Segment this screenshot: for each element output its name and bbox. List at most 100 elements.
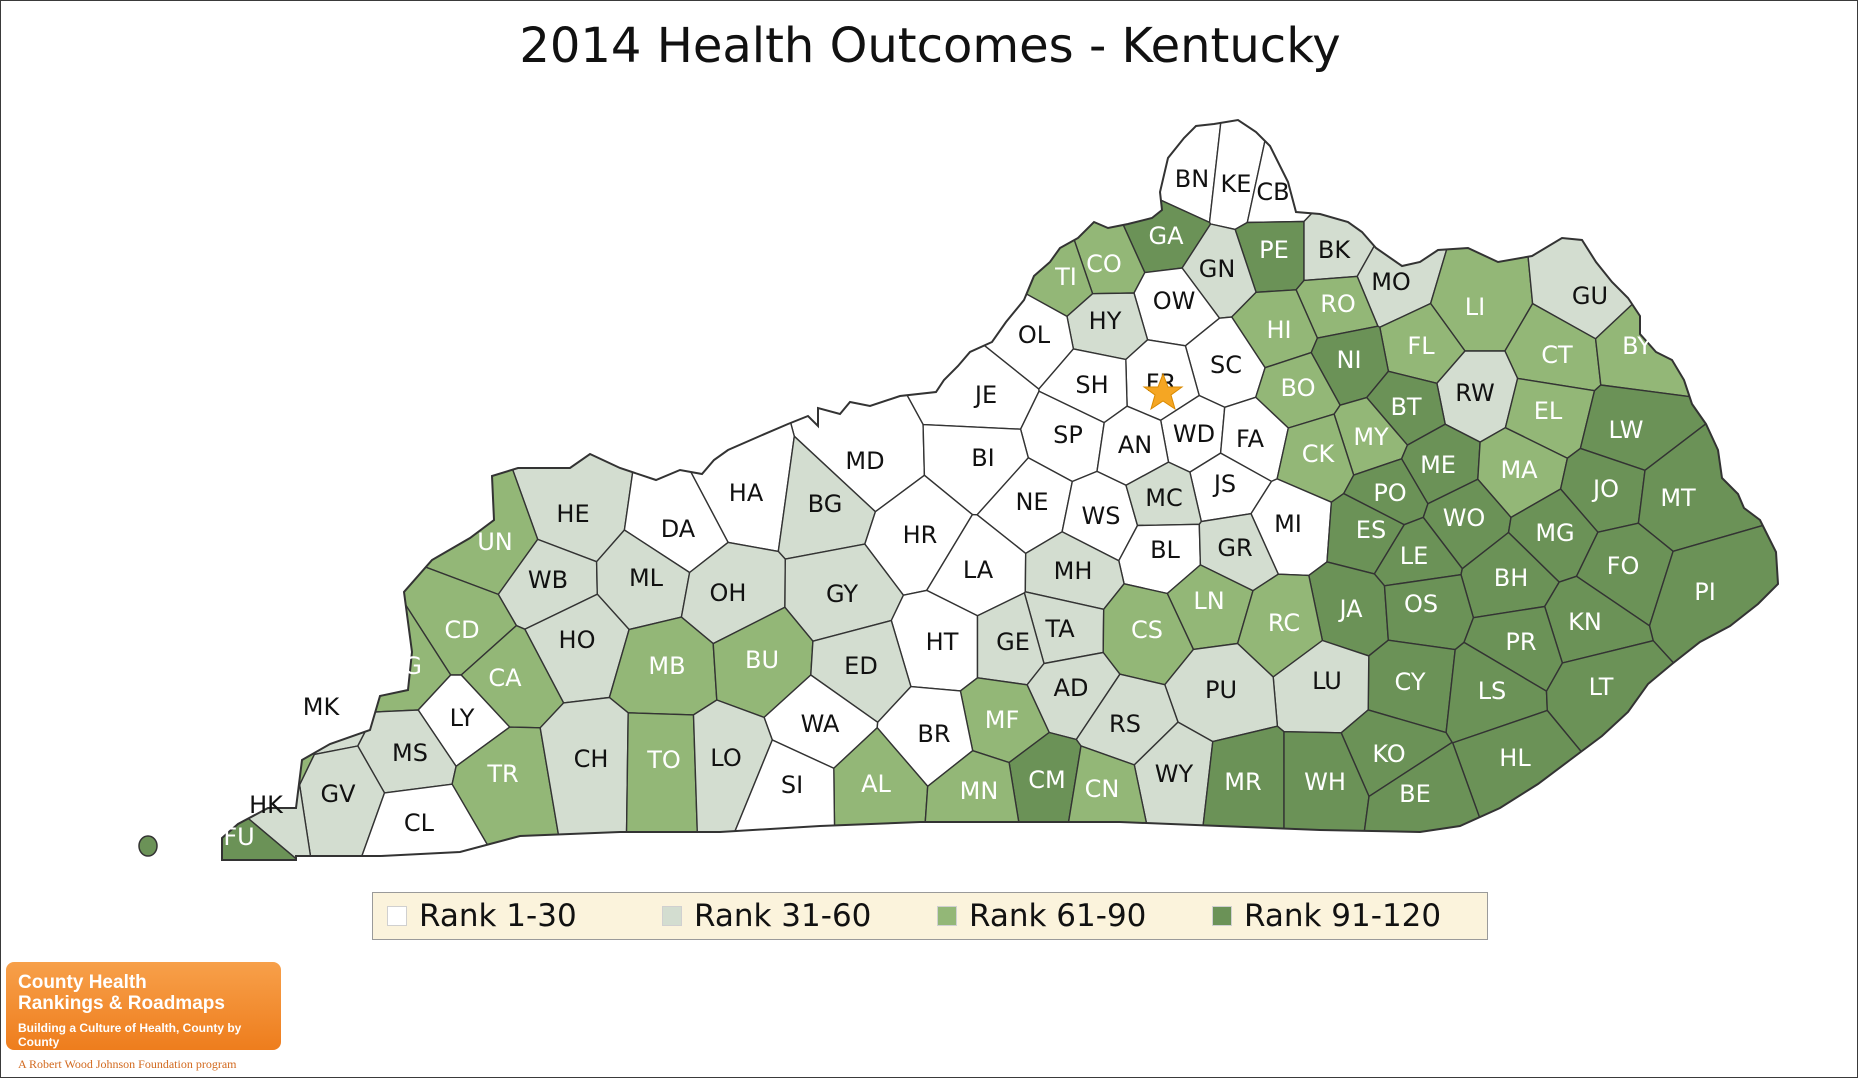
county-label-ch: CH [574,745,609,773]
county-label-rc: RC [1268,609,1300,637]
county-label-ml: ML [629,564,664,592]
county-shape-gv [298,745,386,860]
county-label-wa: WA [801,710,840,738]
logo-line-1: County Health [18,972,147,993]
county-label-md: MD [845,447,884,475]
county-shape-mk [288,551,377,756]
county-label-ly: LY [450,704,475,732]
logo-tagline: Building a Culture of Health, County by … [18,1021,242,1049]
county-label-cn: CN [1085,775,1120,803]
county-label-co: CO [1086,250,1122,278]
kentucky-state-outline [221,118,1780,861]
county-label-jo: JO [1591,475,1619,503]
county-label-gu: GU [1572,282,1608,310]
county-label-cd: CD [444,616,479,644]
county-label-lu: LU [1312,667,1342,695]
county-label-tr: TR [486,760,518,788]
county-label-la: LA [963,556,994,584]
county-label-ja: JA [1337,595,1363,623]
county-label-cl: CL [404,809,435,837]
county-label-hk: HK [249,791,284,819]
county-label-hi: HI [1266,316,1291,344]
county-label-my: MY [1353,423,1389,451]
county-label-pe: PE [1259,236,1289,264]
county-label-os: OS [1404,590,1438,618]
county-label-ms: MS [392,739,428,767]
county-label-an: AN [1118,431,1152,459]
county-label-fo: FO [1607,552,1640,580]
county-label-oh: OH [710,579,747,607]
county-label-sp: SP [1053,421,1083,449]
county-label-bo: BO [1281,374,1316,402]
map-legend: Rank 1-30 Rank 31-60 Rank 61-90 Rank 91-… [372,892,1488,940]
county-label-pi: PI [1694,578,1716,606]
county-label-ed: ED [844,652,878,680]
county-label-lg: LG [390,652,422,680]
county-label-rw: RW [1455,379,1494,407]
star-icon [1142,372,1184,411]
county-label-hr: HR [903,521,938,549]
county-shape-ba [222,161,299,754]
county-label-br: BR [917,720,950,748]
county-label-ck: CK [1302,440,1336,468]
county-label-mt: MT [1660,484,1696,512]
county-shape-ol [762,147,1075,391]
county-label-cy: CY [1395,668,1426,696]
county-shape-si [705,739,837,860]
county-label-mh: MH [1054,557,1093,585]
county-label-le: LE [1400,542,1429,570]
county-label-rs: RS [1109,710,1141,738]
county-label-ba: BA [244,690,277,718]
county-label-ow: OW [1153,287,1196,315]
sponsor-credit: A Robert Wood Johnson Foundation program [18,1057,237,1071]
county-label-cm: CM [1028,766,1065,794]
legend-swatch [1212,906,1232,926]
county-label-mi: MI [1274,510,1302,538]
county-label-mg: MG [1535,519,1574,547]
legend-item-rank-91-120: Rank 91-120 [1212,898,1487,934]
county-label-pr: PR [1505,628,1536,656]
county-label-bl: BL [1150,536,1180,564]
county-shape-un [222,120,539,596]
county-label-ln: LN [1193,587,1224,615]
legend-label: Rank 91-120 [1244,898,1442,934]
logo-line-2: Rankings & Roadmaps [18,993,225,1014]
county-label-lt: LT [1589,673,1614,701]
county-label-me: ME [1420,451,1456,479]
county-label-bh: BH [1494,564,1529,592]
county-label-wb: WB [528,566,568,594]
county-label-gr: GR [1217,534,1252,562]
county-label-ga: GA [1148,222,1184,250]
county-shape-pi [1648,505,1778,837]
county-label-bt: BT [1390,393,1421,421]
county-shape-fu-exclave [138,835,158,857]
county-label-mf: MF [985,706,1020,734]
county-label-ol: OL [1018,321,1051,349]
legend-swatch [387,906,407,926]
county-label-mo: MO [1371,268,1411,296]
county-shape-cl [345,783,521,860]
county-label-li: LI [1465,293,1485,321]
county-shape-be [1354,741,1511,860]
county-shape-cr [222,728,316,786]
county-label-ro: RO [1320,290,1356,318]
legend-label: Rank 31-60 [694,898,872,934]
county-label-kn: KN [1568,608,1602,636]
county-shape-ch [539,696,629,860]
legend-item-rank-31-60: Rank 31-60 [662,898,937,934]
county-label-mr: MR [1224,768,1261,796]
county-label-wd: WD [1173,420,1215,448]
county-label-ct: CT [1541,341,1573,369]
county-label-ha: HA [729,479,764,507]
legend-label: Rank 1-30 [419,898,577,934]
county-label-bi: BI [971,444,995,472]
county-label-mc: MC [1145,484,1182,512]
county-label-el: EL [1534,397,1563,425]
county-label-bu: BU [745,646,779,674]
county-label-ti: TI [1054,263,1077,291]
county-label-bk: BK [1318,236,1351,264]
county-label-lo: LO [710,744,741,772]
county-label-cr: CR [251,746,284,774]
county-label-al: AL [861,770,891,798]
county-label-js: JS [1212,470,1236,498]
